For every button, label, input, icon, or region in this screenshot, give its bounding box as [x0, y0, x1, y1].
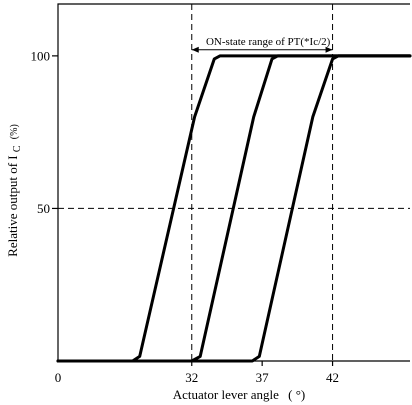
x-origin-label: 0 [55, 370, 62, 385]
x-tick-label-32: 32 [185, 370, 198, 385]
series-line-3 [56, 54, 412, 363]
x-axis-label-unit: ( °) [288, 387, 305, 402]
plot-border [57, 3, 410, 362]
grid-lines [58, 4, 410, 361]
y-axis-label: Relative output of I C (%) [5, 124, 23, 257]
plot-frame [57, 3, 410, 362]
y-axis-label-unit: (%) [9, 124, 20, 139]
annotation-arrowhead-left [191, 46, 199, 53]
annotation-arrowhead-right [325, 46, 333, 53]
x-tick-label-42: 42 [326, 370, 339, 385]
y-tick-label-50: 50 [37, 201, 50, 216]
annotation-group: ON-state range of PT(*Ic/2) [191, 36, 333, 53]
series-group [56, 54, 412, 363]
x-axis-label-text: Actuator lever angle [173, 387, 279, 402]
x-axis-label: Actuator lever angle ( °) [173, 387, 305, 402]
annotation-text: ON-state range of PT(*Ic/2) [206, 36, 331, 48]
y-axis-label-text: Relative output of I [5, 155, 20, 256]
y-tick-label-100: 100 [31, 48, 51, 63]
y-axis-label-subscript: C [12, 145, 23, 152]
x-tick-label-37: 37 [256, 370, 270, 385]
axis-ticks: 50 100 32 37 42 [31, 48, 340, 385]
